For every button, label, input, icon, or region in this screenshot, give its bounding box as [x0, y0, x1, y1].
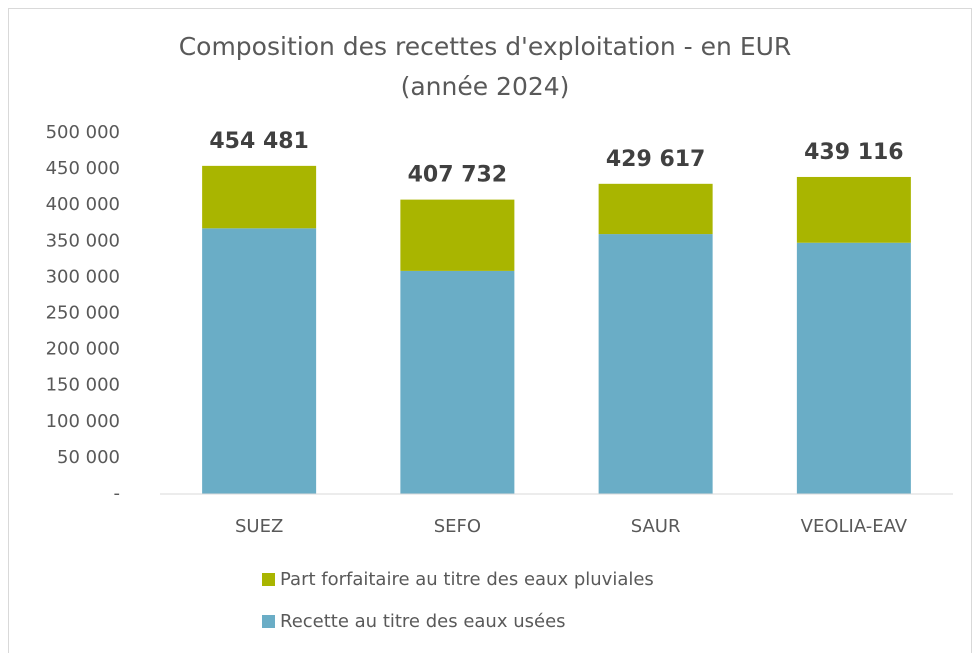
bar-segment: [202, 165, 317, 229]
y-tick-label: 150 000: [46, 375, 120, 396]
bar-segment: [796, 176, 911, 243]
legend-label: Recette au titre des eaux usées: [280, 611, 566, 632]
x-tick-label: VEOLIA-EAV: [801, 516, 908, 537]
y-tick-label: 400 000: [46, 194, 120, 215]
y-tick-label: 350 000: [46, 230, 120, 251]
legend-swatch: [262, 615, 275, 628]
y-tick-label: 200 000: [46, 339, 120, 360]
bar-segment: [400, 270, 515, 494]
total-label: 429 617: [606, 147, 706, 172]
y-tick-label: 500 000: [46, 122, 120, 143]
bar-segment: [400, 199, 515, 271]
bar-segment: [598, 234, 713, 494]
total-label: 454 481: [209, 129, 309, 154]
y-tick-label: 50 000: [57, 447, 120, 468]
legend-swatch: [262, 573, 275, 586]
chart-subtitle: (année 2024): [401, 72, 570, 101]
x-tick-label: SEFO: [434, 516, 481, 537]
bar-segment: [598, 183, 713, 235]
bar-segment: [202, 228, 317, 494]
y-tick-label: 100 000: [46, 411, 120, 432]
x-tick-label: SAUR: [631, 516, 681, 537]
bar-segment: [796, 242, 911, 494]
total-label: 407 732: [408, 163, 508, 188]
total-label: 439 116: [804, 140, 904, 165]
y-tick-label: -: [114, 483, 121, 504]
y-tick-label: 450 000: [46, 158, 120, 179]
y-tick-label: 300 000: [46, 266, 120, 287]
chart-title: Composition des recettes d'exploitation …: [179, 32, 792, 61]
y-tick-label: 250 000: [46, 303, 120, 324]
legend-label: Part forfaitaire au titre des eaux pluvi…: [280, 569, 654, 590]
x-tick-label: SUEZ: [235, 516, 283, 537]
